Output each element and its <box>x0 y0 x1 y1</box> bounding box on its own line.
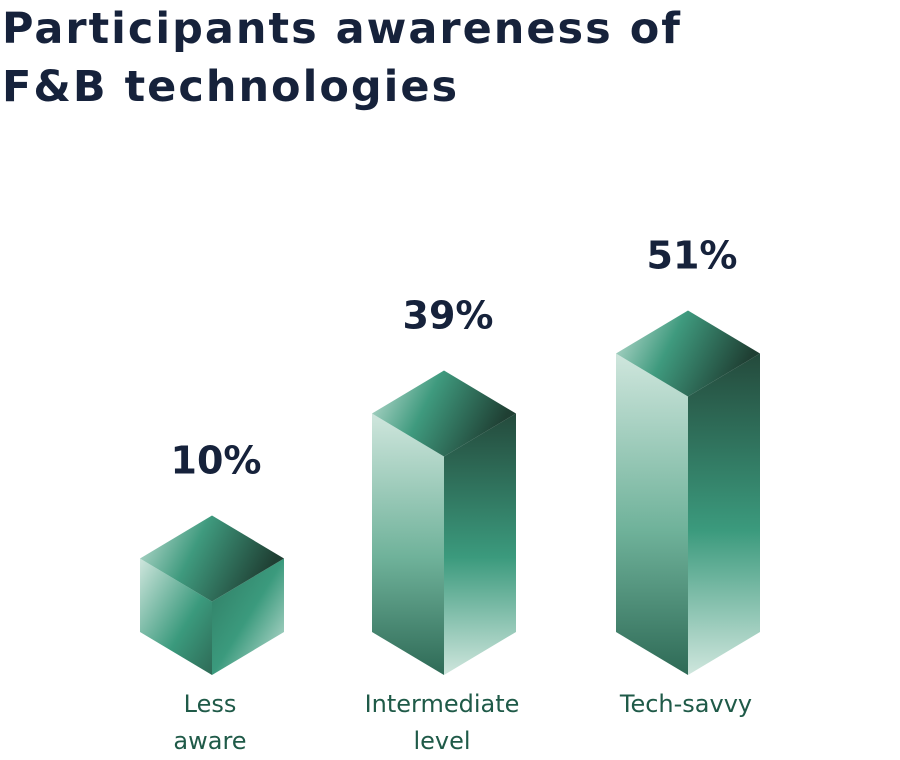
value-label-3: 51% <box>647 234 738 278</box>
bar-front-face-1 <box>140 558 212 675</box>
bar-front-face-2 <box>372 413 444 675</box>
chart-title-line-1: Participants awareness of <box>2 4 682 54</box>
chart-title-line-2: F&B technologies <box>2 62 460 112</box>
bar-side-face-3 <box>688 353 760 675</box>
category-label-2: Intermediate level <box>365 690 520 755</box>
bar-side-face-2 <box>444 413 516 675</box>
value-label-2: 39% <box>403 294 494 338</box>
bar-2 <box>372 370 516 675</box>
category-label-3: Tech-savvy <box>619 690 752 718</box>
bar-front-face-3 <box>616 353 688 675</box>
bar-top-face-1 <box>140 515 284 602</box>
bar-top-face-3 <box>616 310 760 397</box>
category-label-1: Less aware <box>173 690 246 755</box>
bar-3 <box>616 310 760 675</box>
chart-title: Participants awareness of F&B technologi… <box>2 0 682 116</box>
bar-side-face-1 <box>212 558 284 675</box>
bar-top-face-2 <box>372 370 516 457</box>
bar-1 <box>140 515 284 675</box>
value-label-1: 10% <box>171 439 262 483</box>
